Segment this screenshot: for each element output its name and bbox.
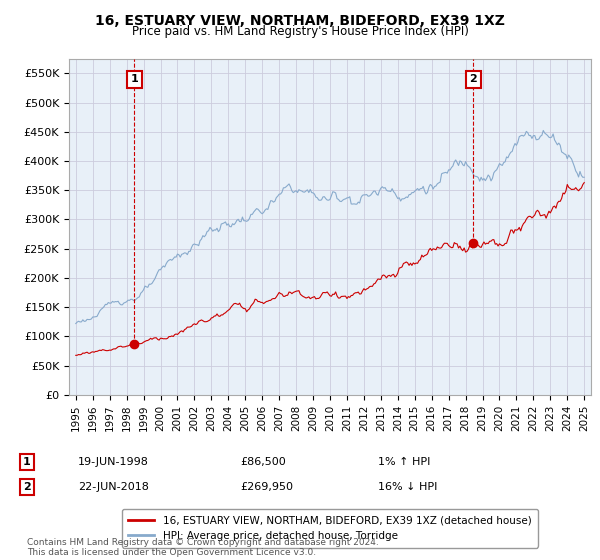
Text: 16% ↓ HPI: 16% ↓ HPI	[378, 482, 437, 492]
Text: £269,950: £269,950	[240, 482, 293, 492]
Text: 1: 1	[23, 457, 31, 467]
Text: £86,500: £86,500	[240, 457, 286, 467]
Text: 2: 2	[23, 482, 31, 492]
Text: Contains HM Land Registry data © Crown copyright and database right 2024.
This d: Contains HM Land Registry data © Crown c…	[27, 538, 379, 557]
Text: Price paid vs. HM Land Registry's House Price Index (HPI): Price paid vs. HM Land Registry's House …	[131, 25, 469, 38]
Text: 16, ESTUARY VIEW, NORTHAM, BIDEFORD, EX39 1XZ: 16, ESTUARY VIEW, NORTHAM, BIDEFORD, EX3…	[95, 14, 505, 28]
Text: 1: 1	[131, 74, 138, 84]
Text: 1% ↑ HPI: 1% ↑ HPI	[378, 457, 430, 467]
Text: 22-JUN-2018: 22-JUN-2018	[78, 482, 149, 492]
Legend: 16, ESTUARY VIEW, NORTHAM, BIDEFORD, EX39 1XZ (detached house), HPI: Average pri: 16, ESTUARY VIEW, NORTHAM, BIDEFORD, EX3…	[122, 510, 538, 548]
Text: 19-JUN-1998: 19-JUN-1998	[78, 457, 149, 467]
Text: 2: 2	[470, 74, 477, 84]
